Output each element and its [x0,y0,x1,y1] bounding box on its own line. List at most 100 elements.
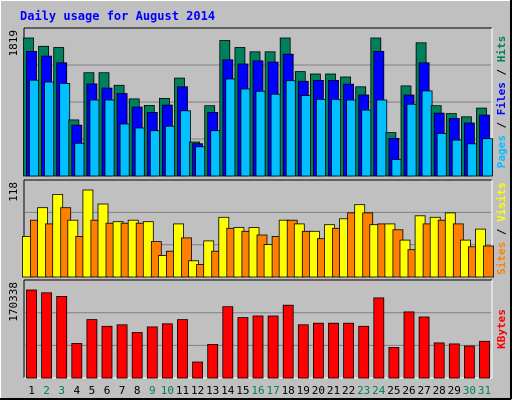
bar-pages-day-21 [331,99,342,177]
legend-hits: Hits [495,36,508,63]
bar-sites-day-11 [181,237,192,278]
bar-kbytes-day-5 [86,319,98,379]
bar-kbytes-day-22 [343,322,355,379]
bar-pages-day-24 [376,99,388,177]
day-label-23: 23 [357,384,370,397]
bar-kbytes-day-29 [448,343,460,379]
day-label-16: 16 [251,384,264,397]
day-label-5: 5 [89,384,96,397]
bar-kbytes-day-2 [41,292,52,379]
legend-pages: Pages [495,135,508,168]
bar-pages-day-19 [300,95,312,177]
day-label-25: 25 [387,384,400,397]
day-label-26: 26 [402,384,415,397]
bar-pages-day-28 [436,133,448,177]
bar-pages-day-3 [59,83,71,177]
day-label-11: 11 [176,384,189,397]
panel-visits-sites: 118 Sites / Visits [7,179,508,278]
day-label-12: 12 [191,384,204,397]
day-label-21: 21 [327,384,340,397]
bar-pages-day-7 [119,123,131,177]
day-label-27: 27 [417,384,430,397]
bar-kbytes-day-8 [131,332,143,379]
day-label-20: 20 [312,384,325,397]
day-label-14: 14 [221,384,235,397]
bar-kbytes-day-13 [207,343,219,379]
legend-sites: Sites [495,242,508,275]
bar-sites-day-31 [483,245,494,278]
bar-kbytes-day-28 [433,342,445,379]
day-label-18: 18 [282,384,295,397]
legend-files: Files [495,82,508,115]
legend-visits: Visits [495,182,508,222]
ymax-label: 170338 [7,282,20,322]
bar-kbytes-day-17 [267,315,279,379]
bar-pages-day-27 [421,90,433,177]
bar-pages-day-8 [134,127,146,177]
series-legend-label: KBytes [495,309,508,349]
bar-kbytes-day-1 [26,289,37,379]
legend-separator: / [495,222,508,242]
day-label-22: 22 [342,384,355,397]
panel-kbytes: 170338 KBytes [7,279,508,379]
bar-kbytes-day-18 [282,304,294,379]
bar-pages-day-31 [482,138,493,177]
bar-pages-day-23 [361,109,373,177]
bar-kbytes-day-24 [373,297,385,379]
ymax-label: 118 [7,182,20,202]
bar-kbytes-day-27 [418,316,430,379]
bar-pages-day-18 [285,80,297,177]
day-label-8: 8 [134,384,141,397]
day-label-1: 1 [28,384,35,397]
day-label-28: 28 [433,384,446,397]
series-legend-label: Sites / Visits [495,182,508,275]
bar-kbytes-day-9 [146,326,158,379]
bar-pages-day-22 [346,99,358,177]
bar-pages-day-10 [164,125,176,177]
day-label-31: 31 [478,384,491,397]
bar-kbytes-day-11 [177,319,188,379]
bar-kbytes-day-14 [222,306,234,379]
bar-pages-day-4 [74,142,86,177]
bar-kbytes-day-4 [71,342,83,379]
bar-kbytes-day-31 [479,340,490,379]
bar-kbytes-day-30 [463,345,475,379]
bar-pages-day-20 [315,99,327,177]
bar-pages-day-9 [149,130,161,177]
day-label-6: 6 [104,384,111,397]
day-label-7: 7 [119,384,126,397]
bar-pages-day-5 [89,99,101,177]
bar-kbytes-day-20 [312,322,324,379]
legend-separator: / [495,62,508,82]
day-label-3: 3 [58,384,65,397]
bar-kbytes-day-15 [237,317,249,379]
bar-pages-day-25 [391,159,403,177]
bar-pages-day-14 [225,78,237,177]
ymax-label: 1819 [7,30,20,57]
bar-pages-day-17 [270,93,282,177]
day-label-2: 2 [43,384,50,397]
bar-pages-day-2 [44,81,55,177]
day-label-9: 9 [149,384,156,397]
bar-pages-day-30 [466,143,478,177]
bar-kbytes-day-12 [192,361,204,379]
bar-pages-day-16 [255,90,267,177]
bar-pages-day-15 [240,88,252,177]
bar-kbytes-day-25 [388,347,400,379]
panel-hits-files-pages: 1819 Pages / Files / Hits [7,27,508,177]
day-label-30: 30 [463,384,476,397]
bar-pages-day-26 [406,103,418,177]
bar-pages-day-11 [180,110,191,177]
day-label-24: 24 [372,384,386,397]
bar-kbytes-day-7 [116,324,128,379]
bar-kbytes-day-23 [358,325,370,379]
bar-kbytes-day-26 [403,311,415,379]
bar-kbytes-day-16 [252,315,264,379]
day-label-4: 4 [73,384,80,397]
bar-kbytes-day-6 [101,325,113,379]
day-label-10: 10 [161,384,174,397]
bar-pages-day-6 [104,99,116,177]
day-label-15: 15 [236,384,249,397]
